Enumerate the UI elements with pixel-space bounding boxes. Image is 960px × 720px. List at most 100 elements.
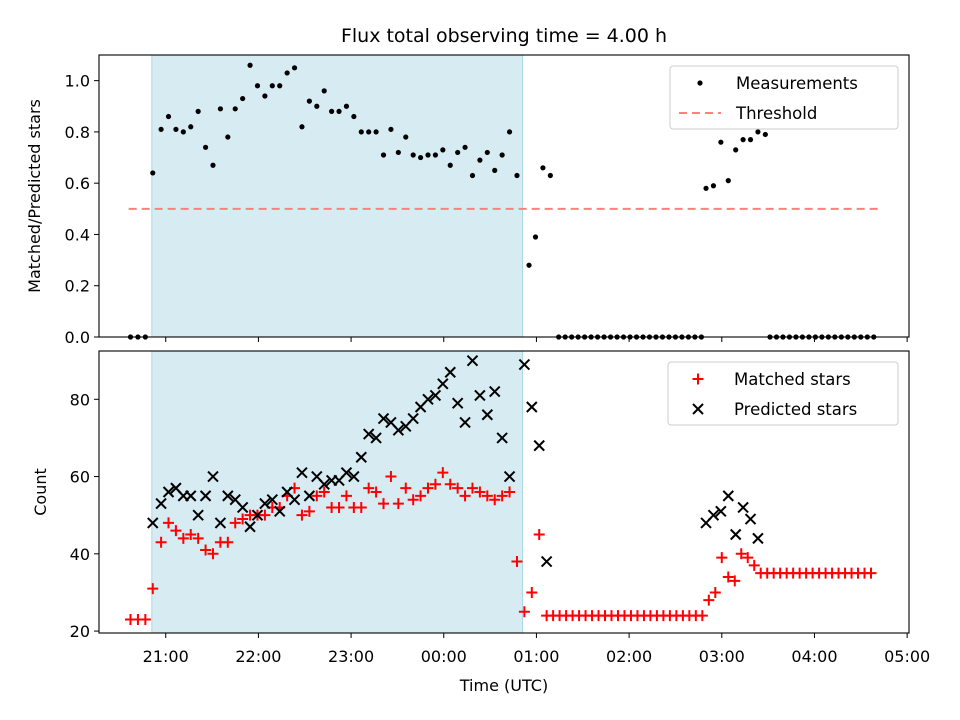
top-axes-frame	[98, 54, 910, 338]
measurement-point	[547, 172, 553, 179]
matched-star-point	[385, 471, 397, 483]
matched-star-point	[459, 490, 471, 502]
predicted-star-point	[318, 478, 330, 490]
top-y-tick-label: 0.6	[65, 174, 90, 193]
top-observing-span	[151, 54, 524, 338]
matched-star-point	[177, 532, 189, 544]
measurement-point	[395, 149, 401, 156]
measurement-point	[492, 167, 498, 173]
measurement-point	[447, 162, 453, 168]
bottom-observing-span	[151, 350, 524, 634]
matched-star-point	[865, 567, 877, 579]
predicted-star-point	[162, 486, 175, 498]
legend-label: Threshold	[735, 104, 817, 123]
matched-star-point	[400, 482, 412, 494]
measurement-point	[514, 172, 520, 179]
matched-star-point	[311, 490, 323, 502]
predicted-star-point	[722, 490, 734, 502]
measurement-point	[740, 137, 746, 143]
top-legend-box	[669, 65, 899, 130]
predicted-star-point	[715, 505, 727, 518]
measurement-point	[417, 154, 424, 161]
predicted-star-point	[533, 439, 545, 452]
matched-star-point	[303, 505, 315, 517]
measurement-point	[225, 134, 231, 140]
legend-predicted-marker	[692, 403, 704, 415]
matched-star-point	[716, 552, 728, 564]
legend-matched-marker	[692, 373, 704, 385]
matched-star-point	[407, 494, 419, 506]
measurement-point	[277, 83, 283, 89]
predicted-star-point	[474, 389, 486, 402]
top-y-axis-label: Matched/Predicted stars	[25, 99, 44, 293]
bottom-panel: 20 40 60 80 21:00 22:00 23:00 00:00 01:00 02:00 03…	[70, 350, 930, 666]
matched-star-point	[155, 536, 167, 548]
measurement-point	[358, 129, 364, 135]
predicted-star-point	[392, 424, 405, 436]
measurement-point	[366, 129, 372, 135]
legend-measurement-marker	[697, 80, 703, 86]
matched-star-point	[437, 467, 449, 479]
x-tick-label: 21:00	[143, 647, 189, 666]
predicted-star-point	[155, 497, 167, 510]
x-tick-label: 02:00	[606, 647, 652, 666]
matched-star-point	[429, 478, 441, 490]
measurement-point	[540, 165, 546, 171]
predicted-star-point	[236, 501, 249, 514]
predicted-star-point	[288, 494, 301, 506]
legend-label: Predicted stars	[734, 400, 857, 419]
matched-star-point	[533, 528, 545, 540]
top-y-tick-label: 0.0	[65, 328, 90, 347]
predicted-star-point	[222, 490, 234, 502]
measurement-point	[526, 262, 532, 268]
matched-star-point	[742, 552, 754, 564]
predicted-star-point	[540, 555, 553, 568]
measurement-point	[150, 170, 156, 176]
bottom-y-tick-label: 60	[70, 468, 90, 487]
matched-star-point	[504, 486, 516, 498]
legend-label: Measurements	[736, 74, 858, 93]
matched-star-point	[703, 594, 715, 606]
matched-star-point	[207, 548, 219, 560]
measurement-point	[314, 103, 320, 109]
predicted-star-point	[377, 412, 390, 425]
predicted-star-point	[707, 509, 720, 521]
predicted-star-point	[451, 397, 464, 409]
measurement-point	[217, 106, 224, 112]
matched-star-point	[722, 571, 734, 583]
bottom-y-axis-label: Count	[31, 468, 50, 516]
predicted-star-point	[340, 466, 353, 479]
measurement-point	[484, 149, 490, 156]
matched-star-point	[729, 575, 741, 587]
measurement-point	[469, 172, 476, 179]
predicted-star-point	[362, 428, 375, 440]
top-y-tick-label: 1.0	[65, 72, 90, 91]
measurement-point	[410, 152, 416, 158]
matched-star-point	[378, 498, 390, 510]
predicted-star-point	[259, 497, 271, 510]
predicted-star-point	[466, 354, 479, 367]
predicted-star-point	[422, 393, 434, 405]
x-tick-label: 23:00	[328, 647, 374, 666]
matched-star-point	[200, 544, 212, 556]
matched-star-point	[139, 613, 151, 625]
measurement-point	[284, 70, 290, 76]
measurement-point	[755, 129, 761, 135]
matched-star-point	[518, 606, 530, 618]
measurement-point	[733, 147, 739, 153]
predicted-star-point	[744, 513, 757, 525]
measurement-point	[269, 83, 275, 89]
matched-star-point	[452, 482, 464, 494]
predicted-star-point	[737, 501, 749, 514]
matched-star-point	[415, 490, 427, 502]
predicted-star-point	[296, 466, 308, 479]
predicted-star-point	[729, 528, 742, 541]
matched-star-point	[496, 490, 508, 502]
measurement-point	[254, 83, 261, 89]
measurement-point	[703, 185, 709, 191]
bottom-axes-frame	[98, 350, 910, 634]
predicted-star-point	[481, 409, 494, 421]
x-tick-label: 00:00	[421, 647, 467, 666]
matched-star-point	[748, 559, 760, 571]
measurement-point	[455, 149, 461, 156]
